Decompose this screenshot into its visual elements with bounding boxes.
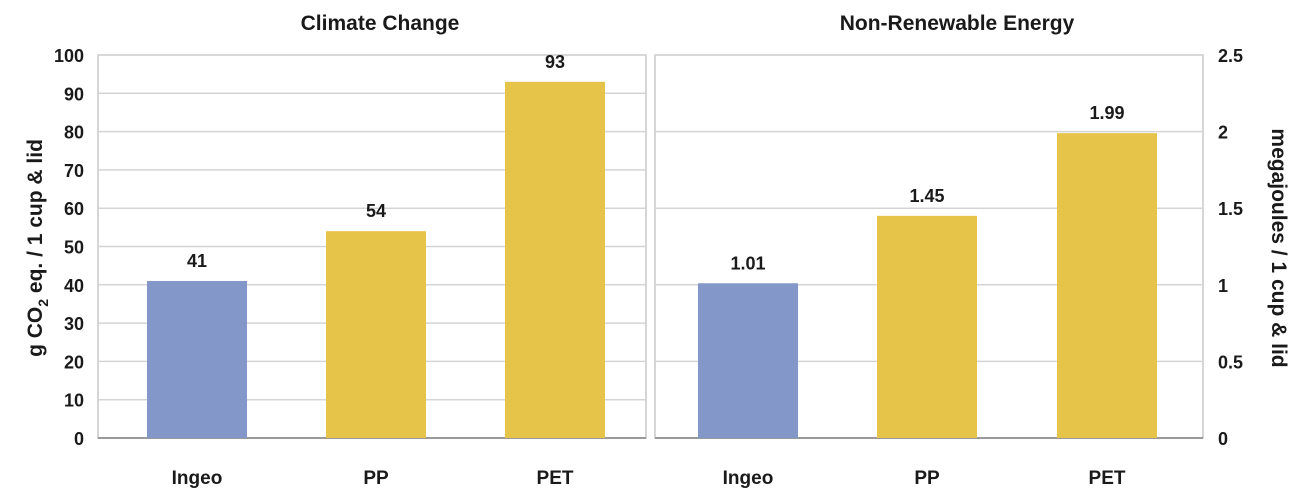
climate-change-panel: Climate Change 41 54 93 0 10 20 30 40 50 60 70 80 9… [24,12,647,489]
ylabel-part-eq: eq. / 1 cup & lid [24,139,47,299]
climate-change-y-tick-label: 80 [64,123,84,143]
non-renewable-energy-panel: Non-Renewable Energy 1.01 1.45 1.99 0 0.5 1 1… [654,12,1290,489]
non-renewable-energy-y-tick-label: 2.5 [1218,46,1243,66]
non-renewable-energy-y-tick-label: 1 [1218,276,1228,296]
climate-change-y-tick-label: 60 [64,199,84,219]
climate-change-title: Climate Change [301,12,460,35]
non-renewable-energy-data-label-ingeo: 1.01 [730,253,765,273]
non-renewable-energy-title: Non-Renewable Energy [840,12,1075,35]
non-renewable-energy-y-axis-label: megajoules / 1 cup & lid [1267,128,1290,367]
climate-change-bar-pet [505,81,605,438]
climate-change-y-tick-label: 70 [64,161,84,181]
climate-change-y-tick-label: 30 [64,314,84,334]
climate-change-bar-pp [326,231,426,438]
climate-change-y-axis-label: g CO2 eq. / 1 cup & lid [24,139,51,357]
climate-change-x-tick-label-ingeo: Ingeo [172,468,223,489]
climate-change-bars: 41 54 93 [147,52,605,438]
climate-change-data-label-pet: 93 [545,52,565,72]
climate-change-y-tick-label: 0 [74,429,84,449]
non-renewable-energy-x-tick-label-ingeo: Ingeo [723,468,774,489]
climate-change-x-ticks: Ingeo PP PET [172,468,574,489]
non-renewable-energy-y-ticks: 0 0.5 1 1.5 2 2.5 [1218,46,1243,449]
climate-change-y-tick-label: 20 [64,352,84,372]
climate-change-y-tick-label: 100 [54,46,84,66]
non-renewable-energy-y-tick-label: 2 [1218,123,1228,143]
non-renewable-energy-y-tick-label: 0 [1218,429,1228,449]
climate-change-data-label-pp: 54 [366,201,386,221]
non-renewable-energy-bar-pp [877,215,977,438]
non-renewable-energy-x-tick-label-pet: PET [1089,468,1126,489]
non-renewable-energy-data-label-pp: 1.45 [909,186,944,206]
non-renewable-energy-y-tick-label: 0.5 [1218,352,1243,372]
climate-change-y-tick-label: 50 [64,238,84,258]
climate-change-y-tick-label: 90 [64,84,84,104]
non-renewable-energy-bars: 1.01 1.45 1.99 [698,103,1157,438]
non-renewable-energy-x-tick-label-pp: PP [914,468,940,489]
ylabel-part-g-co: g CO [24,307,47,357]
climate-change-data-label-ingeo: 41 [187,251,207,271]
non-renewable-energy-bar-pet [1057,133,1157,438]
climate-change-bar-ingeo [147,280,247,438]
climate-change-y-tick-label: 40 [64,276,84,296]
non-renewable-energy-data-label-pet: 1.99 [1089,103,1124,123]
non-renewable-energy-x-ticks: Ingeo PP PET [723,468,1126,489]
climate-change-x-tick-label-pp: PP [363,468,389,489]
non-renewable-energy-bar-ingeo [698,283,798,438]
climate-change-y-tick-label: 10 [64,391,84,411]
climate-change-y-ticks: 0 10 20 30 40 50 60 70 80 90 100 [54,46,84,449]
climate-change-x-tick-label-pet: PET [537,468,574,489]
non-renewable-energy-y-tick-label: 1.5 [1218,199,1243,219]
ylabel-subscript-2: 2 [35,299,51,307]
